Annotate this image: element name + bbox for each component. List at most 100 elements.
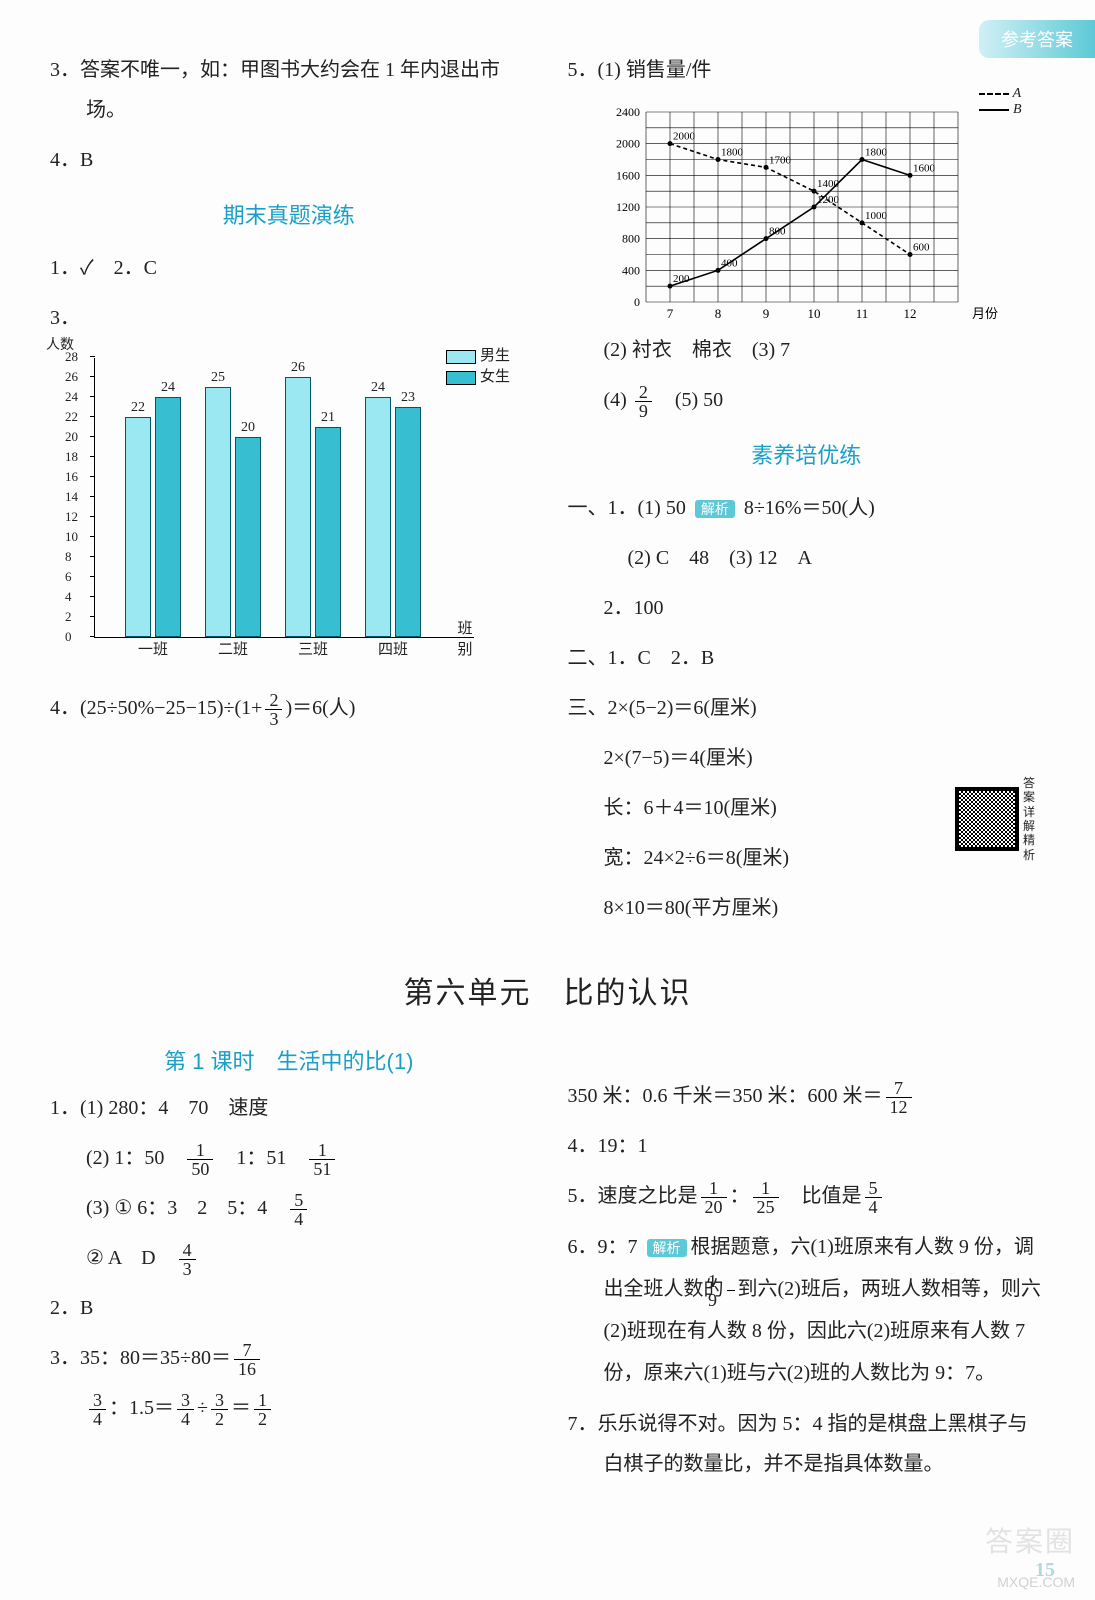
svg-text:0: 0: [634, 295, 640, 309]
qr-icon: [955, 787, 1019, 851]
frac-3-2: 32: [211, 1391, 228, 1428]
eq6: ＝6(人): [292, 697, 355, 719]
frac-3-4a: 34: [89, 1391, 106, 1428]
bl-q3a: 3．35：80＝35÷80＝716: [50, 1338, 528, 1378]
frac-3-4b: 34: [177, 1391, 194, 1428]
q5-4-prefix: (4): [604, 389, 632, 411]
svg-text:2000: 2000: [616, 137, 640, 151]
br-q6-head: 6．9：7: [568, 1236, 638, 1258]
bl-q1-2: (2) 1：50 150 1：51 151: [86, 1138, 528, 1178]
q1-2: 1．✓ 2．C: [50, 248, 528, 288]
top-left-col: 3．答案不唯一，如：甲图书大约会在 1 年内退出市场。 4．B 期末真题演练 1…: [50, 40, 528, 938]
svg-text:800: 800: [622, 232, 640, 246]
frac-1-9: 19: [727, 1272, 735, 1309]
svg-text:400: 400: [721, 257, 738, 269]
bl-q3b: 34：1.5＝34÷32＝12: [86, 1388, 528, 1428]
unit-title: 第六单元 比的认识: [50, 968, 1045, 1012]
frac-5-4b: 54: [865, 1179, 882, 1216]
br-r1-text: 350 米：0.6 千米＝350 米：600 米＝: [568, 1085, 883, 1107]
sy-l1-text: 一、1．(1) 50: [568, 497, 686, 519]
jiexi-badge2: 解析: [647, 1239, 687, 1257]
frac-5-4: 54: [290, 1191, 307, 1228]
q4-expr-text: 4．(25÷50%−25−15)÷: [50, 697, 235, 719]
jiexi-badge: 解析: [695, 500, 735, 518]
sy-l3: 2．100: [604, 588, 1046, 628]
q3-text: 3．答案不唯一，如：甲图书大约会在 1 年内退出市场。: [86, 50, 528, 130]
svg-text:1800: 1800: [721, 147, 744, 159]
svg-text:1600: 1600: [616, 168, 640, 182]
svg-text:600: 600: [913, 242, 930, 254]
br-q7: 7．乐乐说得不对。因为 5：4 指的是棋盘上黑棋子与白棋子的数量比，并不是指具体…: [604, 1404, 1046, 1484]
bl-q1-3a-text: (3) ① 6：3 2 5：4: [86, 1197, 287, 1219]
sy-l6: 2×(7−5)＝4(厘米): [604, 738, 1046, 778]
bottom-columns: 第 1 课时 生活中的比(1) 1．(1) 280：4 70 速度 (2) 1：…: [50, 1032, 1045, 1494]
bottom-right-col: 350 米：0.6 千米＝350 米：600 米＝712 4．19：1 5．速度…: [568, 1032, 1046, 1494]
bl-q1-3b-text: ② A D: [86, 1247, 176, 1269]
frac-4-3: 43: [179, 1241, 196, 1278]
br-r1: 350 米：0.6 千米＝350 米：600 米＝712: [568, 1076, 1046, 1116]
section-suyang: 素养培优练: [568, 438, 1046, 470]
q5-4: (4) 29 (5) 50: [604, 380, 1046, 420]
q4-text: 4．B: [50, 140, 528, 180]
svg-text:1000: 1000: [865, 210, 888, 222]
svg-text:1700: 1700: [769, 154, 792, 166]
bl-q3a-text: 3．35：80＝35÷80＝: [50, 1347, 231, 1369]
sy-l5: 三、2×(5−2)＝6(厘米): [568, 688, 1046, 728]
svg-text:200: 200: [673, 273, 690, 285]
sy-l1: 一、1．(1) 50 解析 8÷16%＝50(人): [568, 488, 1046, 528]
br-q5: 5．速度之比是120：125 比值是54: [568, 1176, 1046, 1216]
bl-q2: 2．B: [50, 1288, 528, 1328]
svg-text:8: 8: [714, 306, 721, 321]
svg-text:1200: 1200: [616, 200, 640, 214]
svg-text:2400: 2400: [616, 108, 640, 119]
watermark-big: 答案圈: [985, 1520, 1075, 1560]
svg-text:7: 7: [666, 306, 673, 321]
bl-q1-2b: 1：51: [216, 1147, 306, 1169]
br-q6: 6．9：7 解析根据题意，六(1)班原来有人数 9 份，调出全班人数的19到六(…: [604, 1226, 1046, 1394]
svg-text:11: 11: [855, 306, 868, 321]
q3-label: 3．: [50, 298, 528, 338]
frac-7-16: 716: [234, 1341, 260, 1378]
frac-7-12: 712: [886, 1079, 912, 1116]
br-q4: 4．19：1: [568, 1126, 1046, 1166]
frac-2-3: 23: [265, 691, 282, 728]
frac-1-25: 125: [753, 1179, 779, 1216]
sy-l4: 二、1．C 2．B: [568, 638, 1046, 678]
bl-q1-2a: (2) 1：50: [86, 1147, 184, 1169]
bar-chart: 人数02468101214161820222426282224一班2520二班2…: [50, 344, 510, 674]
top-columns: 3．答案不唯一，如：甲图书大约会在 1 年内退出市场。 4．B 期末真题演练 1…: [50, 40, 1045, 938]
line-chart: 04008001200160020002400789101112月份200018…: [568, 90, 1028, 320]
bl-q1-3a: (3) ① 6：3 2 5：4 54: [86, 1188, 528, 1228]
bl-q1-3b: ② A D 43: [86, 1238, 528, 1278]
svg-text:12: 12: [903, 306, 916, 321]
q5-1-label: 5．(1) 销售量/件: [568, 50, 1046, 90]
svg-text:1800: 1800: [865, 147, 888, 159]
eq1: ＝: [231, 1397, 251, 1419]
q4-expr: 4．(25÷50%−25−15)÷(1+23)＝6(人): [50, 688, 528, 728]
frac-1-20: 120: [701, 1179, 727, 1216]
watermark-small: MXQE.COM: [997, 1574, 1075, 1590]
q5-5: (5) 50: [655, 389, 723, 411]
sy-l1-expl: 8÷16%＝50(人): [744, 497, 875, 519]
svg-text:1600: 1600: [913, 162, 936, 174]
frac-2-9: 29: [635, 383, 652, 420]
qr-code: 答案详解精析: [955, 774, 1045, 864]
bottom-left-col: 第 1 课时 生活中的比(1) 1．(1) 280：4 70 速度 (2) 1：…: [50, 1032, 528, 1494]
sy-l9: 8×10＝80(平方厘米): [604, 888, 1046, 928]
bl-q1-1: 1．(1) 280：4 70 速度: [50, 1088, 528, 1128]
qr-text: 答案详解精析: [1023, 776, 1039, 862]
frac-1-50: 150: [187, 1141, 213, 1178]
colon15: ：1.5＝: [109, 1397, 174, 1419]
svg-text:800: 800: [769, 226, 786, 238]
section-qimo: 期末真题演练: [50, 198, 528, 230]
svg-text:10: 10: [807, 306, 820, 321]
svg-text:9: 9: [762, 306, 769, 321]
frac-1-51: 151: [309, 1141, 335, 1178]
br-q5a: 5．速度之比是: [568, 1185, 698, 1207]
svg-text:1200: 1200: [817, 194, 840, 206]
header-tag: 参考答案: [979, 20, 1095, 58]
br-q5b: 比值是: [782, 1185, 862, 1207]
lesson-title: 第 1 课时 生活中的比(1): [50, 1044, 528, 1076]
sy-l2: (2) C 48 (3) 12 A: [628, 538, 1046, 578]
svg-text:400: 400: [622, 263, 640, 277]
